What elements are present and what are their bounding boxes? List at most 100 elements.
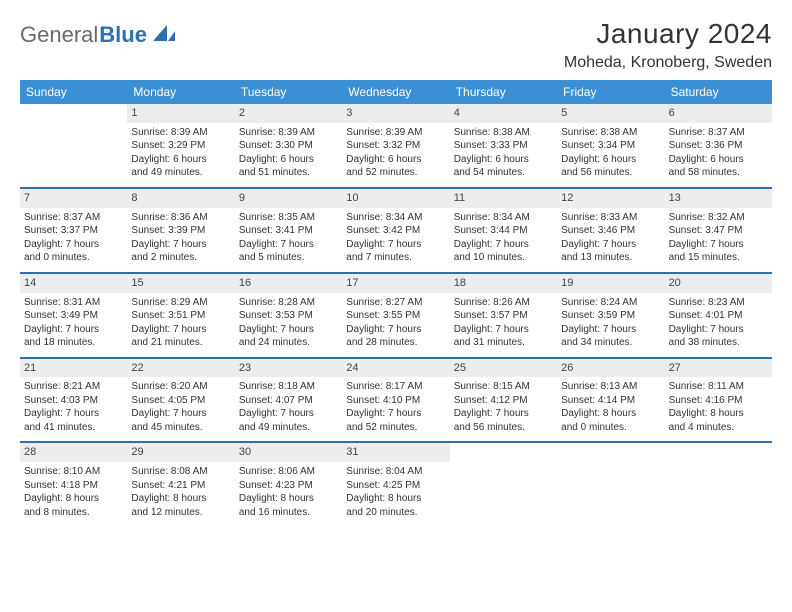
calendar: Sunday Monday Tuesday Wednesday Thursday… bbox=[20, 80, 772, 526]
daylight-text: Daylight: 6 hours bbox=[561, 153, 660, 167]
week-row: 7Sunrise: 8:37 AMSunset: 3:37 PMDaylight… bbox=[20, 189, 772, 274]
sunrise-text: Sunrise: 8:32 AM bbox=[669, 211, 768, 225]
day-number: 2 bbox=[235, 104, 342, 123]
sunrise-text: Sunrise: 8:36 AM bbox=[131, 211, 230, 225]
day-cell: 20Sunrise: 8:23 AMSunset: 4:01 PMDayligh… bbox=[665, 274, 772, 357]
daylight-text: Daylight: 7 hours bbox=[131, 238, 230, 252]
daylight-text: Daylight: 7 hours bbox=[131, 407, 230, 421]
sunset-text: Sunset: 4:25 PM bbox=[346, 479, 445, 493]
sunrise-text: Sunrise: 8:23 AM bbox=[669, 296, 768, 310]
sunrise-text: Sunrise: 8:13 AM bbox=[561, 380, 660, 394]
daylight-text: Daylight: 7 hours bbox=[454, 238, 553, 252]
day-number: 31 bbox=[342, 443, 449, 462]
daylight-text: Daylight: 7 hours bbox=[454, 323, 553, 337]
sunrise-text: Sunrise: 8:34 AM bbox=[454, 211, 553, 225]
day-number: 17 bbox=[342, 274, 449, 293]
day-cell: 28Sunrise: 8:10 AMSunset: 4:18 PMDayligh… bbox=[20, 443, 127, 526]
sunset-text: Sunset: 3:46 PM bbox=[561, 224, 660, 238]
daylight-text: and 12 minutes. bbox=[131, 506, 230, 520]
sunset-text: Sunset: 3:47 PM bbox=[669, 224, 768, 238]
daylight-text: and 41 minutes. bbox=[24, 421, 123, 435]
day-number: 20 bbox=[665, 274, 772, 293]
logo-word1: General bbox=[20, 22, 98, 48]
weekday-header: Friday bbox=[557, 80, 664, 104]
day-number: 1 bbox=[127, 104, 234, 123]
daylight-text: and 38 minutes. bbox=[669, 336, 768, 350]
sunrise-text: Sunrise: 8:11 AM bbox=[669, 380, 768, 394]
daylight-text: and 34 minutes. bbox=[561, 336, 660, 350]
day-cell: 23Sunrise: 8:18 AMSunset: 4:07 PMDayligh… bbox=[235, 359, 342, 442]
sunrise-text: Sunrise: 8:37 AM bbox=[24, 211, 123, 225]
day-number: 11 bbox=[450, 189, 557, 208]
daylight-text: Daylight: 7 hours bbox=[24, 323, 123, 337]
daylight-text: and 13 minutes. bbox=[561, 251, 660, 265]
day-number: 30 bbox=[235, 443, 342, 462]
daylight-text: Daylight: 7 hours bbox=[346, 407, 445, 421]
day-cell: 5Sunrise: 8:38 AMSunset: 3:34 PMDaylight… bbox=[557, 104, 664, 187]
sunset-text: Sunset: 3:51 PM bbox=[131, 309, 230, 323]
daylight-text: Daylight: 7 hours bbox=[669, 323, 768, 337]
daylight-text: and 2 minutes. bbox=[131, 251, 230, 265]
daylight-text: and 56 minutes. bbox=[561, 166, 660, 180]
daylight-text: and 0 minutes. bbox=[24, 251, 123, 265]
day-number: 29 bbox=[127, 443, 234, 462]
sunset-text: Sunset: 4:05 PM bbox=[131, 394, 230, 408]
daylight-text: and 54 minutes. bbox=[454, 166, 553, 180]
logo-word2: Blue bbox=[99, 22, 147, 48]
day-number: 27 bbox=[665, 359, 772, 378]
daylight-text: Daylight: 8 hours bbox=[239, 492, 338, 506]
daylight-text: Daylight: 8 hours bbox=[131, 492, 230, 506]
sunset-text: Sunset: 4:23 PM bbox=[239, 479, 338, 493]
sunset-text: Sunset: 3:53 PM bbox=[239, 309, 338, 323]
daylight-text: and 28 minutes. bbox=[346, 336, 445, 350]
sunset-text: Sunset: 3:29 PM bbox=[131, 139, 230, 153]
daylight-text: and 45 minutes. bbox=[131, 421, 230, 435]
day-number: 14 bbox=[20, 274, 127, 293]
sunset-text: Sunset: 4:07 PM bbox=[239, 394, 338, 408]
day-cell: 14Sunrise: 8:31 AMSunset: 3:49 PMDayligh… bbox=[20, 274, 127, 357]
day-number: 6 bbox=[665, 104, 772, 123]
day-cell: 22Sunrise: 8:20 AMSunset: 4:05 PMDayligh… bbox=[127, 359, 234, 442]
daylight-text: and 49 minutes. bbox=[239, 421, 338, 435]
month-title: January 2024 bbox=[564, 18, 772, 50]
sunrise-text: Sunrise: 8:33 AM bbox=[561, 211, 660, 225]
day-number: 16 bbox=[235, 274, 342, 293]
empty-day-cell bbox=[450, 443, 557, 526]
day-cell: 13Sunrise: 8:32 AMSunset: 3:47 PMDayligh… bbox=[665, 189, 772, 272]
daylight-text: and 5 minutes. bbox=[239, 251, 338, 265]
daylight-text: Daylight: 6 hours bbox=[454, 153, 553, 167]
sunrise-text: Sunrise: 8:15 AM bbox=[454, 380, 553, 394]
sunset-text: Sunset: 4:16 PM bbox=[669, 394, 768, 408]
day-number: 25 bbox=[450, 359, 557, 378]
day-cell: 25Sunrise: 8:15 AMSunset: 4:12 PMDayligh… bbox=[450, 359, 557, 442]
sunrise-text: Sunrise: 8:35 AM bbox=[239, 211, 338, 225]
sunrise-text: Sunrise: 8:39 AM bbox=[239, 126, 338, 140]
sunrise-text: Sunrise: 8:34 AM bbox=[346, 211, 445, 225]
day-cell: 26Sunrise: 8:13 AMSunset: 4:14 PMDayligh… bbox=[557, 359, 664, 442]
daylight-text: and 15 minutes. bbox=[669, 251, 768, 265]
day-cell: 24Sunrise: 8:17 AMSunset: 4:10 PMDayligh… bbox=[342, 359, 449, 442]
sunrise-text: Sunrise: 8:24 AM bbox=[561, 296, 660, 310]
day-number: 23 bbox=[235, 359, 342, 378]
daylight-text: Daylight: 7 hours bbox=[239, 407, 338, 421]
sunset-text: Sunset: 4:18 PM bbox=[24, 479, 123, 493]
sunrise-text: Sunrise: 8:39 AM bbox=[346, 126, 445, 140]
daylight-text: Daylight: 6 hours bbox=[239, 153, 338, 167]
daylight-text: Daylight: 7 hours bbox=[346, 238, 445, 252]
daylight-text: and 18 minutes. bbox=[24, 336, 123, 350]
day-number: 21 bbox=[20, 359, 127, 378]
day-number: 10 bbox=[342, 189, 449, 208]
day-number: 24 bbox=[342, 359, 449, 378]
sunrise-text: Sunrise: 8:39 AM bbox=[131, 126, 230, 140]
daylight-text: and 52 minutes. bbox=[346, 166, 445, 180]
weekday-header-row: Sunday Monday Tuesday Wednesday Thursday… bbox=[20, 80, 772, 104]
sunset-text: Sunset: 3:49 PM bbox=[24, 309, 123, 323]
sunset-text: Sunset: 3:37 PM bbox=[24, 224, 123, 238]
weekday-header: Sunday bbox=[20, 80, 127, 104]
daylight-text: and 8 minutes. bbox=[24, 506, 123, 520]
day-cell: 12Sunrise: 8:33 AMSunset: 3:46 PMDayligh… bbox=[557, 189, 664, 272]
location-text: Moheda, Kronoberg, Sweden bbox=[564, 54, 772, 72]
daylight-text: and 24 minutes. bbox=[239, 336, 338, 350]
daylight-text: Daylight: 8 hours bbox=[561, 407, 660, 421]
daylight-text: and 0 minutes. bbox=[561, 421, 660, 435]
